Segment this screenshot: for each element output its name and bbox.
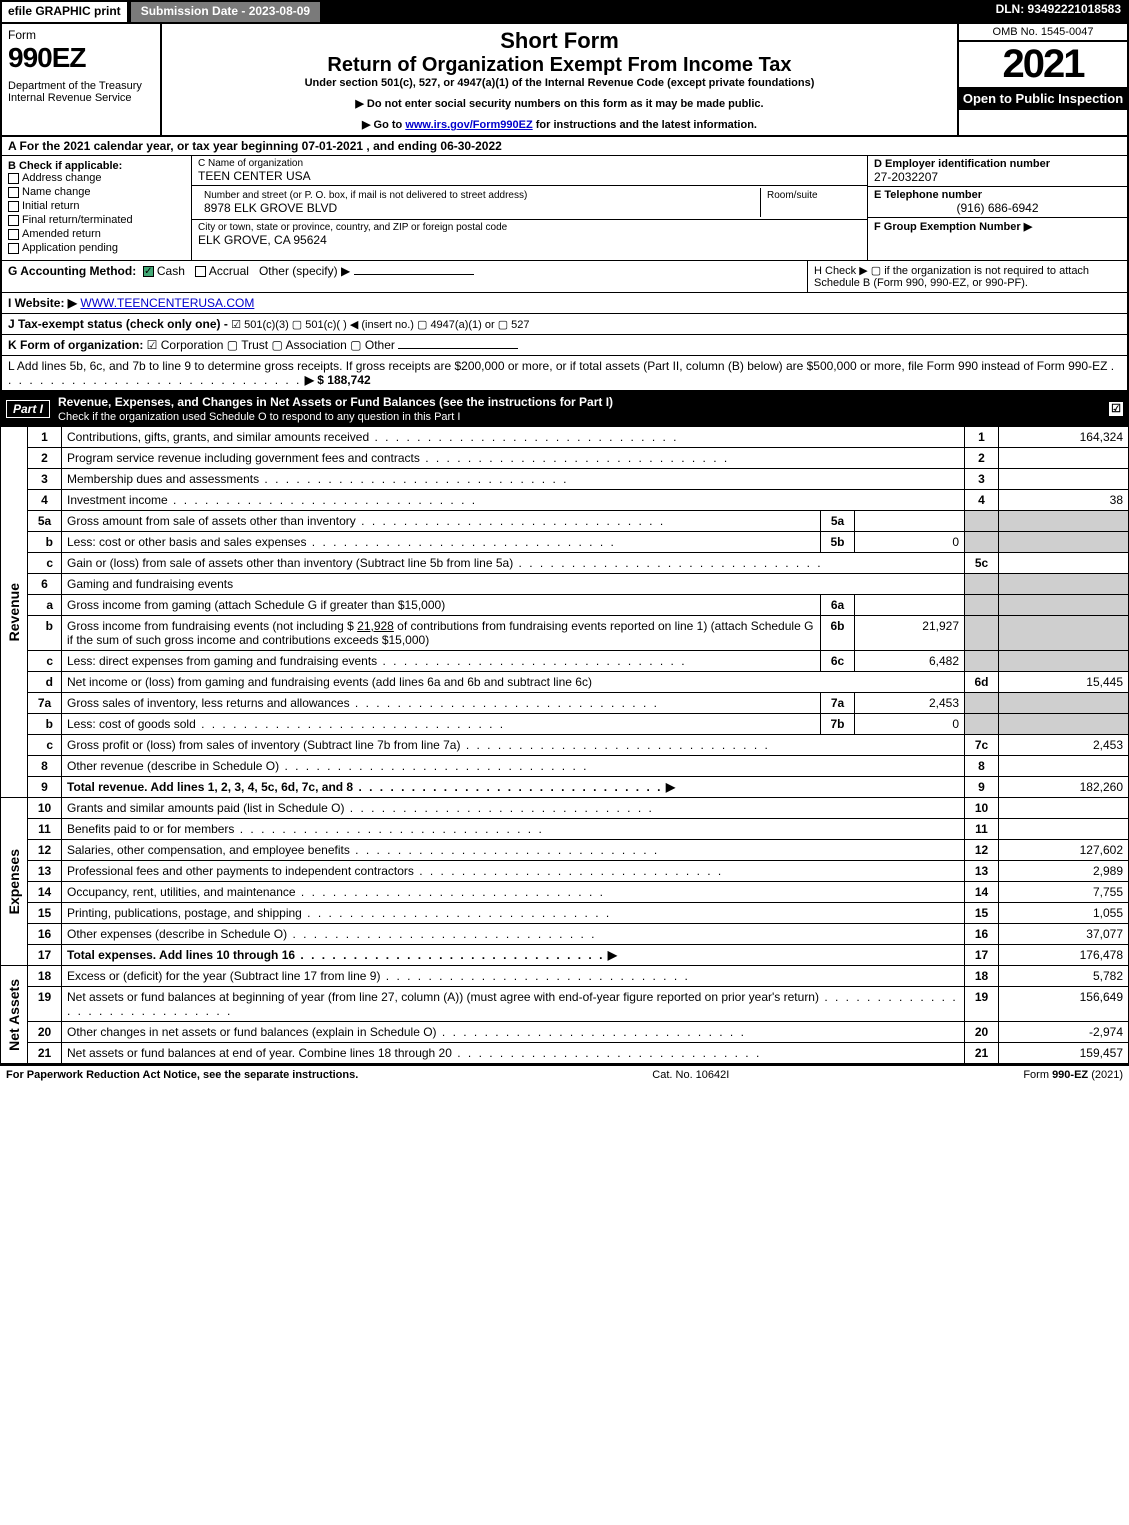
block-b-c-d: B Check if applicable: Address change Na… [2,156,1127,261]
line-j: J Tax-exempt status (check only one) - ☑… [2,314,1127,335]
org-city: ELK GROVE, CA 95624 [198,233,861,247]
line-5a-value [855,511,965,532]
top-bar: efile GRAPHIC print Submission Date - 20… [0,0,1129,24]
line-i: I Website: ▶ WWW.TEENCENTERUSA.COM [2,293,1127,314]
line-5c-value [999,553,1129,574]
website-link[interactable]: WWW.TEENCENTERUSA.COM [80,296,254,310]
line-7b-value: 0 [855,714,965,735]
short-form-title: Short Form [170,28,949,54]
check-name-change[interactable]: Name change [8,186,185,198]
other-org-input[interactable] [398,348,518,349]
department-label: Department of the Treasury Internal Reve… [8,80,154,104]
check-address-change[interactable]: Address change [8,172,185,184]
line-a: A For the 2021 calendar year, or tax yea… [2,137,1127,156]
line-6c-value: 6,482 [855,651,965,672]
telephone-value: (916) 686-6942 [874,201,1121,215]
line-11-value [999,819,1129,840]
check-final-return[interactable]: Final return/terminated [8,214,185,226]
line-5b-value: 0 [855,532,965,553]
line-10-value [999,798,1129,819]
omb-number: OMB No. 1545-0047 [959,24,1127,42]
form-header: Form 990EZ Department of the Treasury In… [0,24,1129,137]
f-label: F Group Exemption Number ▶ [874,220,1121,233]
d-label: D Employer identification number [874,158,1121,170]
org-street: 8978 ELK GROVE BLVD [204,201,754,215]
line-19-value: 156,649 [999,987,1129,1022]
other-method-input[interactable] [354,274,474,275]
line-13-value: 2,989 [999,861,1129,882]
line-g: G Accounting Method: ✓Cash Accrual Other… [2,261,807,292]
schedule-o-checkbox[interactable]: ☑ [1109,402,1123,416]
line-h: H Check ▶ ▢ if the organization is not r… [807,261,1127,292]
expenses-side-label: Expenses [6,849,22,914]
revenue-side-label: Revenue [6,583,22,641]
line-15-value: 1,055 [999,903,1129,924]
catalog-number: Cat. No. 10642I [358,1069,1023,1081]
tax-year: 2021 [959,42,1127,87]
line-k: K Form of organization: ☑ Corporation ▢ … [2,335,1127,356]
submission-date: Submission Date - 2023-08-09 [129,0,322,24]
part-number: Part I [6,400,50,418]
line-14-value: 7,755 [999,882,1129,903]
line-1-value: 164,324 [999,427,1129,448]
line-20-value: -2,974 [999,1022,1129,1043]
net-assets-side-label: Net Assets [6,979,22,1051]
return-title: Return of Organization Exempt From Incom… [170,54,949,77]
line-9-value: 182,260 [999,777,1129,798]
efile-label[interactable]: efile GRAPHIC print [0,0,129,24]
org-name: TEEN CENTER USA [198,169,861,183]
c-city-label: City or town, state or province, country… [198,222,861,233]
check-accrual[interactable] [195,266,206,277]
line-3-value [999,469,1129,490]
irs-link[interactable]: www.irs.gov/Form990EZ [405,119,532,131]
check-amended-return[interactable]: Amended return [8,228,185,240]
line-l: L Add lines 5b, 6c, and 7b to line 9 to … [2,356,1127,390]
c-name-label: C Name of organization [198,158,861,169]
b-label: B Check if applicable: [8,160,185,172]
line-7c-value: 2,453 [999,735,1129,756]
paperwork-notice: For Paperwork Reduction Act Notice, see … [6,1069,358,1081]
line-6b-value: 21,927 [855,616,965,651]
section-c: C Name of organization TEEN CENTER USA N… [192,156,867,260]
line-18-value: 5,782 [999,966,1129,987]
line-6d-value: 15,445 [999,672,1129,693]
c-room-label: Room/suite [767,190,855,201]
line-21-value: 159,457 [999,1043,1129,1064]
form-word: Form [8,28,154,42]
check-cash[interactable]: ✓ [143,266,154,277]
page-footer: For Paperwork Reduction Act Notice, see … [0,1064,1129,1084]
line-6a-value [855,595,965,616]
form-reference: Form Form 990-EZ (2021)990-EZ (2021) [1023,1069,1123,1081]
part-1-header: Part I Revenue, Expenses, and Changes in… [0,392,1129,426]
line-7a-value: 2,453 [855,693,965,714]
dln-number: DLN: 93492221018583 [988,0,1129,24]
line-12-value: 127,602 [999,840,1129,861]
form-number: 990EZ [8,42,154,74]
line-8-value [999,756,1129,777]
line-16-value: 37,077 [999,924,1129,945]
section-b: B Check if applicable: Address change Na… [2,156,192,260]
check-initial-return[interactable]: Initial return [8,200,185,212]
part-1-table: Revenue 1 Contributions, gifts, grants, … [0,426,1129,1064]
public-inspection-badge: Open to Public Inspection [959,87,1127,110]
line-17-value: 176,478 [999,945,1129,966]
line-4-value: 38 [999,490,1129,511]
section-d-e-f: D Employer identification number 27-2032… [867,156,1127,260]
line-2-value [999,448,1129,469]
e-label: E Telephone number [874,189,1121,201]
c-street-label: Number and street (or P. O. box, if mail… [204,190,754,201]
ssn-warning: ▶ Do not enter social security numbers o… [170,97,949,110]
under-section-text: Under section 501(c), 527, or 4947(a)(1)… [170,77,949,89]
goto-link-line: ▶ Go to www.irs.gov/Form990EZ for instru… [170,118,949,131]
ein-value: 27-2032207 [874,170,1121,184]
check-application-pending[interactable]: Application pending [8,242,185,254]
